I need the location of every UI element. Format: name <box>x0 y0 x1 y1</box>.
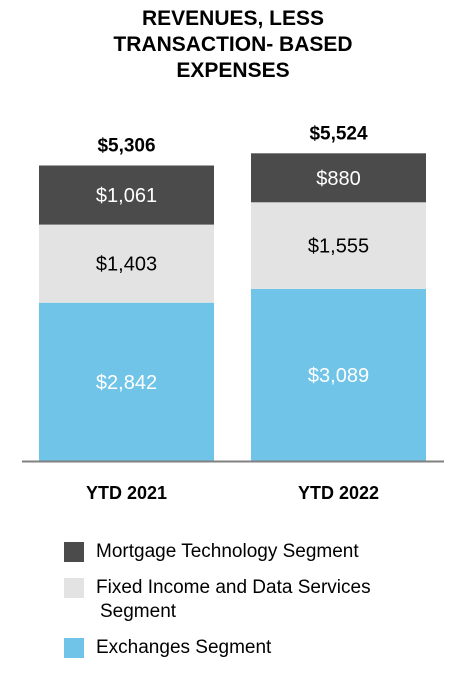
legend-swatch-mortgage-technology <box>64 542 84 562</box>
legend-swatch-exchanges <box>64 638 84 658</box>
chart-legend: Mortgage Technology Segment Fixed Income… <box>64 540 444 672</box>
legend-item-mortgage-technology: Mortgage Technology Segment <box>64 540 444 564</box>
bar-segment-1-2 <box>251 153 426 203</box>
x-tick-label-1: YTD 2022 <box>298 483 379 503</box>
bar-value-label-1-1: $1,555 <box>308 236 369 258</box>
legend-item-exchanges: Exchanges Segment <box>64 636 444 660</box>
bar-segment-0-2 <box>39 165 214 225</box>
chart-title-line-1: REVENUES, LESS <box>141 7 325 30</box>
legend-swatch-fixed-income <box>64 578 84 598</box>
legend-label-mortgage-technology: Mortgage Technology Segment <box>96 541 359 562</box>
bar-value-label-1-2: $880 <box>316 168 361 190</box>
bar-value-label-0-1: $1,403 <box>96 254 157 276</box>
bar-segment-0-0 <box>39 302 214 461</box>
bar-segment-1-1 <box>251 202 426 289</box>
legend-label-fixed-income-line-1: Fixed Income and Data Services <box>96 577 371 598</box>
legend-item-fixed-income: Fixed Income and Data Services Segment <box>64 576 444 624</box>
stacked-bar-chart: $2,842 $1,403 $1,061 $5,306 YTD 2021 $3,089 $1… <box>22 123 444 503</box>
x-tick-label-0: YTD 2021 <box>86 483 167 503</box>
bar-segment-1-0 <box>251 288 426 461</box>
chart-title-line-2: TRANSACTION- BASED <box>113 33 353 56</box>
legend-label-fixed-income-line-2: Segment <box>100 601 177 622</box>
bar-segment-0-1 <box>39 224 214 303</box>
chart-title-line-3: EXPENSES <box>176 59 290 82</box>
chart-title: REVENUES, LESS TRANSACTION- BASED EXPENS… <box>0 6 466 84</box>
bar-value-label-0-0: $2,842 <box>96 372 157 394</box>
bar-total-label-1: $5,524 <box>309 123 368 144</box>
bar-value-label-1-0: $3,089 <box>308 365 369 387</box>
bar-value-label-0-2: $1,061 <box>96 185 157 207</box>
legend-label-exchanges: Exchanges Segment <box>96 637 272 658</box>
bar-total-label-0: $5,306 <box>97 136 155 157</box>
